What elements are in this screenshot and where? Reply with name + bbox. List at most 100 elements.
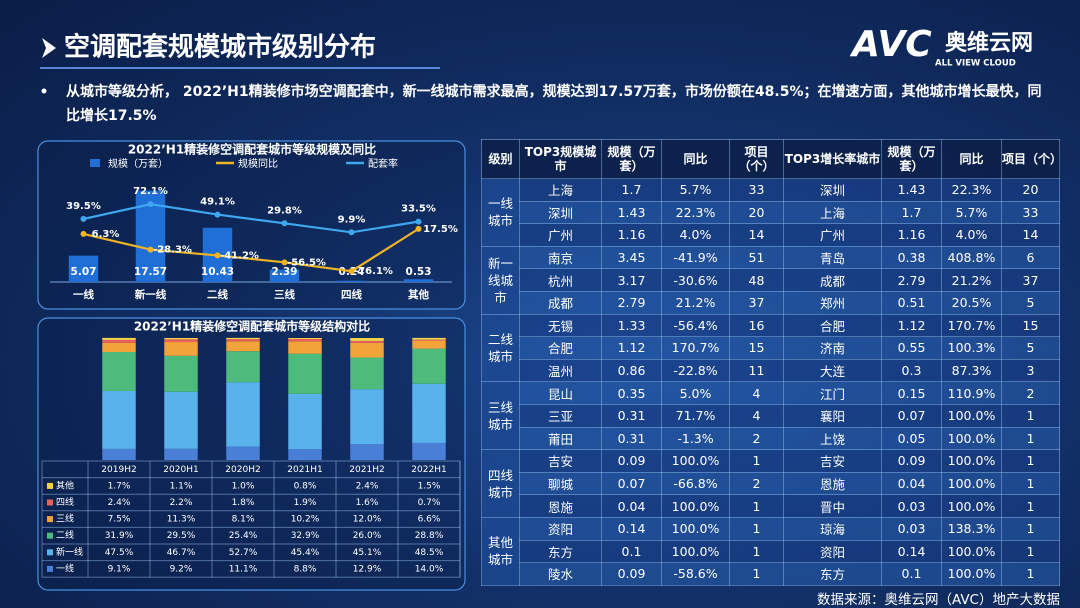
table-row: 陵水 0.09 -58.6% 1 东方 0.1 100.0% 1 (482, 562, 1060, 586)
value-label: 2.4% (108, 498, 131, 508)
value-label: 1.8% (232, 498, 255, 508)
line-label: 72.1% (133, 186, 168, 197)
line-label: 39.5% (66, 201, 101, 212)
table-cell: 聊城 (519, 471, 602, 496)
table-cell: 408.8% (941, 245, 1002, 270)
table-cell: 青岛 (783, 245, 882, 270)
table-row: 三亚 0.31 71.7% 4 襄阳 0.07 100.0% 1 (482, 403, 1060, 428)
table-cell: 0.09 (601, 449, 662, 473)
line-label: 49.1% (200, 197, 235, 208)
x-tick-label: 2019H2 (101, 465, 136, 475)
table-cell: 5 (1001, 290, 1060, 315)
table-row: 成都 2.79 21.2% 37 郑州 0.51 20.5% 5 (482, 290, 1060, 315)
table-cell: 100.0% (941, 539, 1002, 564)
table-cell: 成都 (519, 290, 602, 315)
table-cell: 无锡 (519, 313, 602, 338)
bar-segment (350, 357, 384, 390)
legend-label: 规模（万套） (108, 157, 168, 170)
legend-swatch (47, 532, 53, 539)
table-cell: 1 (729, 449, 784, 473)
table-cell: 2 (729, 426, 784, 451)
slide-title: 空调配套规模城市级别分布 (64, 32, 376, 63)
bar-label: 5.07 (71, 266, 97, 278)
line-point (80, 215, 87, 222)
bullet (41, 88, 47, 94)
table-cell: 100.0% (941, 562, 1002, 586)
bar-segment (226, 351, 260, 383)
header-cell: TOP3规模城市 (519, 139, 602, 179)
level-cell: 三线城市 (481, 381, 520, 451)
summary: 从城市等级分析， 2022’H1精装修市场空调配套中，新一线城市需求最高，规模达… (66, 84, 1042, 124)
table-cell: 100.0% (661, 494, 730, 518)
title-arrow (42, 38, 56, 58)
value-label: 2.4% (356, 481, 379, 491)
legend-swatch (47, 499, 53, 506)
line-point (80, 230, 87, 237)
table-cell: 1 (1001, 471, 1060, 496)
table-row: 一线城市 上海 1.7 5.7% 33 深圳 1.43 22.3% 20 (481, 178, 1060, 247)
legend-label: 三线 (56, 513, 74, 525)
table-cell: 2 (729, 471, 784, 496)
line-point (415, 225, 422, 232)
bar-segment (350, 342, 384, 358)
table-cell: 晋中 (783, 494, 882, 518)
table-cell: 100.0% (941, 403, 1002, 428)
x-tick-label: 2021H2 (349, 465, 384, 475)
table-cell: 0.3 (881, 358, 942, 383)
value-label: 2.2% (170, 498, 193, 508)
table-cell: 0.31 (601, 426, 662, 451)
table-cell: 1 (1001, 403, 1060, 428)
value-label: 31.9% (105, 531, 134, 541)
value-label: 0.8% (294, 481, 317, 491)
table-cell: 0.31 (601, 403, 662, 428)
table-cell: 51 (729, 245, 784, 270)
table-cell: 37 (1001, 268, 1060, 292)
table-cell: 陵水 (519, 562, 602, 586)
table-cell: 11 (729, 358, 784, 383)
bar-segment (412, 442, 446, 460)
table-cell: 广州 (519, 223, 602, 247)
bar-label: 0.53 (406, 266, 432, 278)
table-cell: -58.6% (661, 562, 730, 586)
line-point (147, 201, 154, 208)
table-cell: 0.35 (601, 381, 662, 405)
table-cell: 0.38 (881, 245, 942, 270)
table-cell: 襄阳 (783, 403, 882, 428)
table-cell: 0.07 (881, 403, 942, 428)
table-cell: -22.8% (661, 358, 730, 383)
table-cell: 1.7 (881, 200, 942, 225)
line-label: 33.5% (401, 204, 436, 215)
table-cell: 5.7% (661, 178, 730, 202)
bar-segment (288, 449, 322, 460)
table-cell: 恩施 (783, 471, 882, 496)
x-tick-label: 2020H2 (225, 465, 260, 475)
table-cell: 3.45 (601, 245, 662, 270)
value-label: 8.1% (232, 515, 255, 525)
value-label: 9.1% (108, 564, 131, 574)
table-cell: 琼海 (783, 516, 882, 541)
table-cell: 14 (729, 223, 784, 247)
legend-label: 规模同比 (238, 157, 278, 170)
table-cell: 1 (1001, 562, 1060, 586)
table-cell: 100.0% (941, 494, 1002, 518)
table-cell: 110.9% (941, 381, 1002, 405)
bar-segment (288, 338, 322, 339)
table-cell: 0.1 (881, 562, 942, 586)
value-label: 46.7% (167, 548, 196, 558)
level-cell: 四线城市 (481, 449, 520, 518)
table-row: 深圳 1.43 22.3% 20 上海 1.7 5.7% 33 (482, 200, 1060, 225)
table-cell: 资阳 (519, 516, 602, 541)
table-cell: 1.16 (881, 223, 942, 247)
legend-swatch (47, 565, 53, 572)
table-cell: 2 (1001, 381, 1060, 405)
table-cell: 14 (1001, 223, 1060, 247)
table-cell: 南京 (519, 245, 602, 270)
line-label: -41.2% (220, 250, 259, 261)
line-point (348, 268, 355, 275)
table-cell: 深圳 (519, 200, 602, 225)
table-cell: 济南 (783, 336, 882, 360)
city-table: 级别 TOP3规模城市 规模（万套） 同比 项目（个） TOP3增长率城市 规模（万套） 同比… (481, 139, 1062, 586)
table-row: 新一线城市 南京 3.45 -41.9% 51 青岛 0.38 408.8% 6 (481, 245, 1060, 315)
x-tick-label: 二线 (207, 288, 228, 301)
